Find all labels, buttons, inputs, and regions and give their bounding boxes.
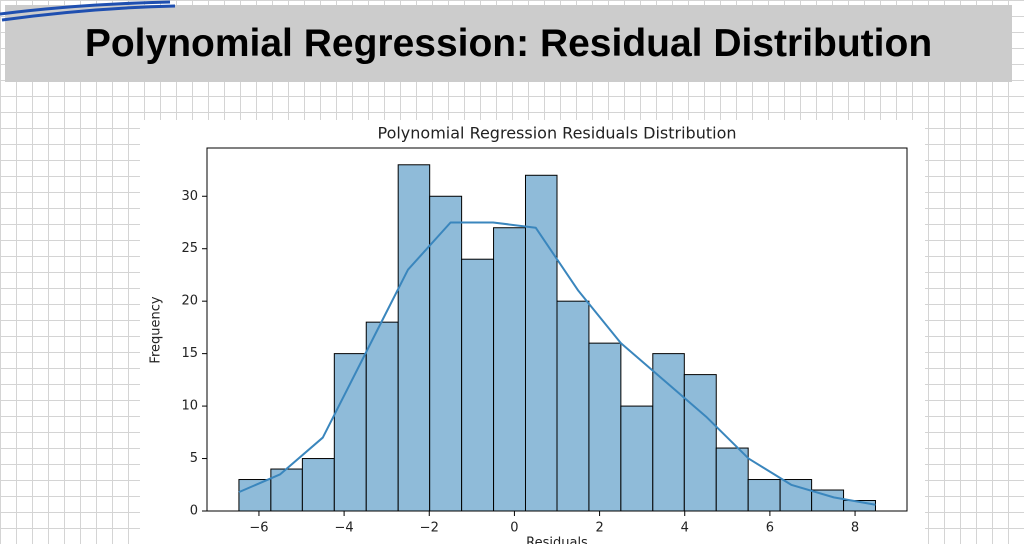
bar	[652, 353, 685, 512]
chart-title: Polynomial Regression Residuals Distribu…	[377, 124, 736, 143]
bar	[429, 195, 463, 512]
x-axis-label: Residuals	[526, 536, 588, 544]
bar	[747, 479, 781, 512]
kde-line	[238, 221, 876, 506]
bar	[333, 353, 367, 512]
y-tick-label: 30	[181, 189, 198, 204]
bar	[524, 174, 558, 512]
scribble	[0, 0, 176, 22]
x-tick-label: −6	[249, 521, 268, 536]
x-tick-label: −4	[335, 521, 354, 536]
x-tick-label: 8	[851, 521, 859, 536]
bar	[620, 405, 654, 512]
y-tick-label: 10	[181, 399, 198, 414]
bar	[715, 447, 749, 512]
bar	[779, 479, 813, 512]
plot-frame	[206, 147, 908, 512]
x-tick-label: 4	[681, 521, 689, 536]
bar	[683, 374, 717, 512]
title-banner: Polynomial Regression: Residual Distribu…	[5, 5, 1012, 82]
y-axis-label: Frequency	[149, 296, 164, 363]
y-tick-label: 20	[181, 294, 198, 309]
x-tick-label: 6	[766, 521, 774, 536]
x-tick-label: 2	[595, 521, 603, 536]
page-title: Polynomial Regression: Residual Distribu…	[84, 21, 933, 65]
y-tick-label: 15	[181, 346, 198, 361]
bar	[397, 164, 431, 512]
y-tick-label: 5	[190, 451, 198, 466]
bar	[588, 342, 622, 512]
bar	[493, 227, 526, 512]
bar	[301, 458, 335, 512]
y-tick-label: 0	[190, 504, 198, 519]
bar	[461, 258, 495, 512]
bar	[365, 321, 399, 512]
x-tick-label: 0	[510, 521, 518, 536]
x-tick-label: −2	[420, 521, 439, 536]
bar	[556, 300, 590, 512]
y-tick-label: 25	[181, 241, 198, 256]
